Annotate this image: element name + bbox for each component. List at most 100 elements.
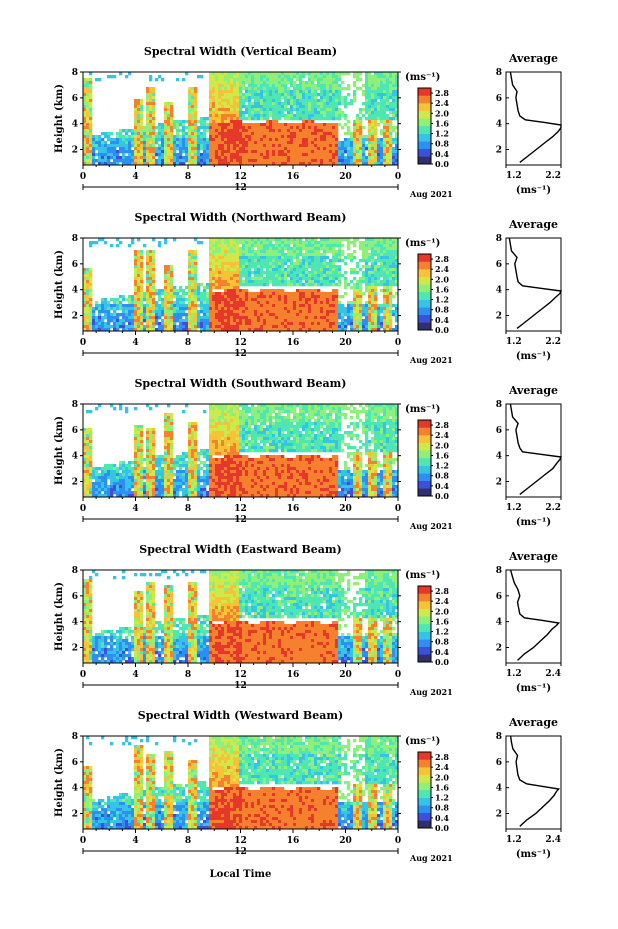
heatmap-cell: [287, 126, 291, 130]
heatmap-cell: [380, 129, 384, 133]
heatmap-cell: [317, 150, 321, 154]
heatmap-cell: [95, 159, 99, 163]
heatmap-cell: [221, 247, 225, 251]
heatmap-cell: [230, 268, 234, 272]
heatmap-cell: [86, 96, 90, 100]
heatmap-cell: [254, 316, 258, 320]
heatmap-cell: [209, 78, 213, 82]
heatmap-cell: [368, 105, 372, 109]
heatmap-cell: [284, 99, 288, 103]
heatmap-cell: [368, 162, 372, 166]
heatmap-cell: [86, 108, 90, 112]
heatmap-cell: [176, 156, 180, 160]
heatmap-cell: [230, 123, 234, 127]
heatmap-cell: [374, 316, 378, 320]
heatmap-cell: [317, 102, 321, 106]
heatmap-cell: [365, 102, 369, 106]
heatmap-cell: [281, 159, 285, 163]
heatmap-cell: [371, 301, 375, 305]
heatmap-cell: [86, 114, 90, 118]
heatmap-cell: [86, 84, 90, 88]
heatmap-cell: [269, 325, 273, 329]
heatmap-cell: [320, 141, 324, 145]
heatmap-cell: [263, 96, 267, 100]
heatmap-cell: [383, 144, 387, 148]
heatmap-cell: [326, 325, 330, 329]
heatmap-cell: [215, 319, 219, 323]
heatmap-cell: [152, 138, 156, 142]
heatmap-cell: [245, 277, 249, 281]
heatmap-cell: [209, 256, 213, 260]
heatmap-cell: [251, 150, 255, 154]
heatmap-cell: [269, 138, 273, 142]
heatmap-cell: [242, 114, 246, 118]
heatmap-cell: [392, 238, 396, 242]
heatmap-cell: [203, 126, 207, 130]
heatmap-cell: [260, 238, 264, 242]
heatmap-cell: [317, 153, 321, 157]
heatmap-cell: [332, 250, 336, 254]
panel-title: Spectral Width (Northward Beam): [135, 211, 347, 224]
heatmap-cell: [332, 325, 336, 329]
heatmap-cell: [290, 72, 294, 76]
heatmap-cell: [212, 283, 216, 287]
heatmap-cell: [293, 268, 297, 272]
heatmap-cell: [392, 138, 396, 142]
heatmap-cell: [359, 289, 363, 293]
heatmap-cell: [278, 117, 282, 121]
heatmap-cell: [278, 135, 282, 139]
heatmap-cell: [83, 322, 87, 326]
heatmap-cell: [368, 319, 372, 323]
heatmap-cell: [215, 274, 219, 278]
heatmap-cell: [323, 253, 327, 257]
heatmap-cell: [227, 99, 231, 103]
heatmap-cell: [323, 93, 327, 97]
heatmap-cell: [224, 328, 228, 332]
heatmap-cell: [83, 298, 87, 302]
heatmap-cell: [383, 117, 387, 121]
heatmap-cell: [149, 87, 153, 91]
heatmap-cell: [140, 114, 144, 118]
heatmap-cell: [269, 72, 273, 76]
heatmap-cell: [251, 132, 255, 136]
heatmap-cell: [83, 289, 87, 293]
heatmap-cell: [137, 325, 141, 329]
heatmap-cell: [371, 153, 375, 157]
heatmap-cell: [386, 304, 390, 308]
heatmap-cell: [365, 117, 369, 121]
heatmap-cell: [230, 114, 234, 118]
heatmap-cell: [281, 238, 285, 242]
heatmap-cell: [395, 96, 399, 100]
heatmap-cell: [377, 84, 381, 88]
heatmap-cell: [194, 114, 198, 118]
heatmap-cell: [344, 159, 348, 163]
heatmap-cell: [302, 253, 306, 257]
heatmap-cell: [377, 141, 381, 145]
heatmap-cell: [221, 141, 225, 145]
heatmap-cell: [239, 72, 243, 76]
heatmap-cell: [227, 241, 231, 245]
heatmap-cell: [314, 310, 318, 314]
heatmap-cell: [236, 150, 240, 154]
heatmap-cell: [104, 313, 108, 317]
heatmap-cell: [209, 247, 213, 251]
heatmap-cell: [245, 298, 249, 302]
heatmap-cell: [389, 238, 393, 242]
panel-title: Spectral Width (Vertical Beam): [144, 45, 337, 58]
heatmap-cell: [254, 259, 258, 263]
heatmap-cell: [218, 271, 222, 275]
heatmap-cell: [152, 87, 156, 91]
heatmap-cell: [98, 162, 102, 166]
heatmap-cell: [383, 90, 387, 94]
heatmap-cell: [362, 256, 366, 260]
heatmap-cell: [380, 108, 384, 112]
heatmap-cell: [176, 162, 180, 166]
heatmap-cell: [320, 135, 324, 139]
heatmap-cell: [260, 150, 264, 154]
heatmap-cell: [281, 268, 285, 272]
heatmap-cell: [212, 244, 216, 248]
heatmap-cell: [188, 90, 192, 94]
heatmap-cell: [89, 295, 93, 299]
heatmap-cell: [251, 247, 255, 251]
heatmap-cell: [386, 132, 390, 136]
